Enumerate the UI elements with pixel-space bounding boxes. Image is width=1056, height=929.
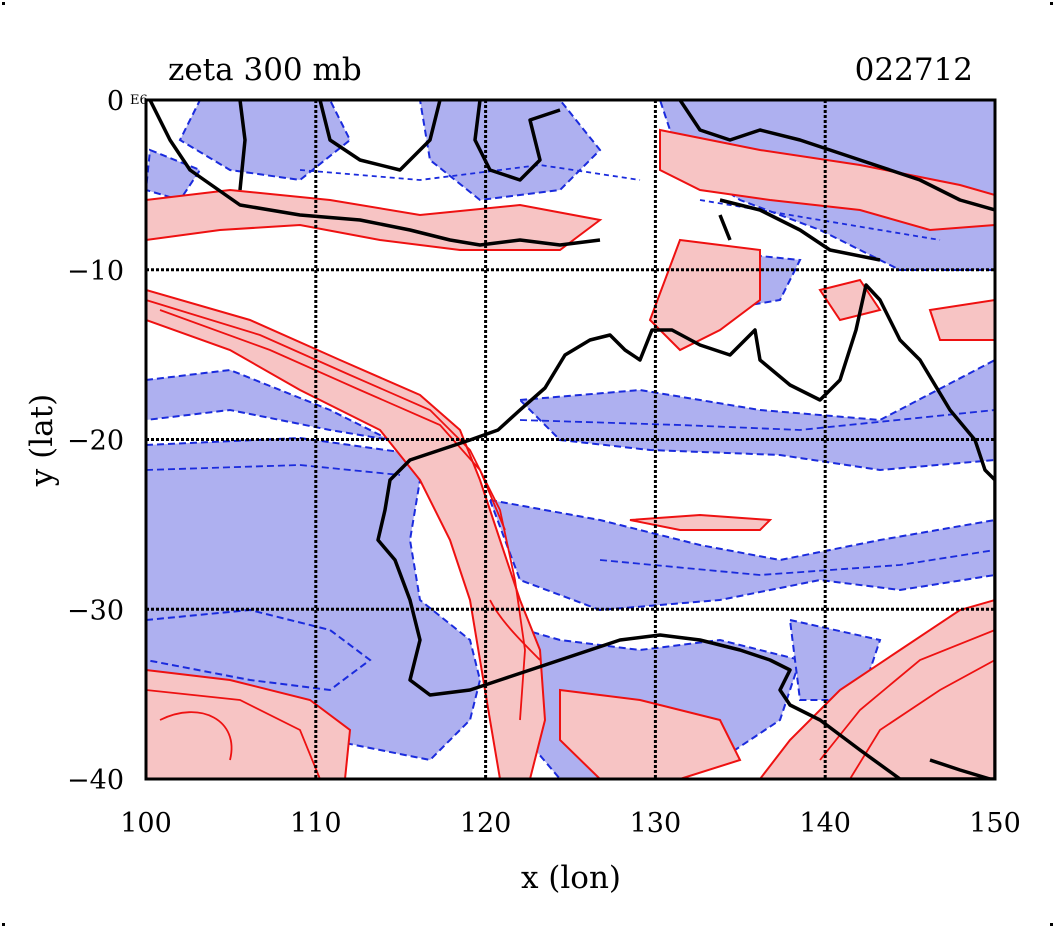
coastlines xyxy=(148,100,995,779)
tasmania-coastline xyxy=(929,758,991,779)
island-coastline xyxy=(148,100,601,247)
x-tick-label: 150 xyxy=(969,808,1021,839)
timestamp-label: 022712 xyxy=(855,52,973,88)
scale-note: E6 xyxy=(130,93,148,108)
y-tick-label: 0 xyxy=(107,86,124,117)
y-tick-label: −20 xyxy=(67,426,124,457)
y-axis-label: y (lat) xyxy=(24,394,60,487)
x-axis-label: x (lon) xyxy=(521,860,621,896)
x-tick-label: 140 xyxy=(799,808,851,839)
positive-vorticity-regions xyxy=(146,128,995,779)
lat-lon-grid xyxy=(146,100,995,779)
plot-frame xyxy=(144,98,997,781)
y-tick-label: −10 xyxy=(67,256,124,287)
plot-title: zeta 300 mb xyxy=(168,52,362,88)
y-axis-ticks: 0 −10 −20 −30 −40 xyxy=(67,86,124,796)
y-tick-label: −40 xyxy=(67,765,124,796)
x-tick-label: 110 xyxy=(290,808,342,839)
australia-coastline xyxy=(376,283,995,779)
x-tick-label: 100 xyxy=(120,808,172,839)
x-tick-label: 120 xyxy=(460,808,512,839)
x-tick-label: 130 xyxy=(630,808,682,839)
y-tick-label: −30 xyxy=(67,595,124,626)
x-axis-ticks: 100 110 120 130 140 150 xyxy=(120,808,1021,839)
plot-area xyxy=(146,100,995,779)
